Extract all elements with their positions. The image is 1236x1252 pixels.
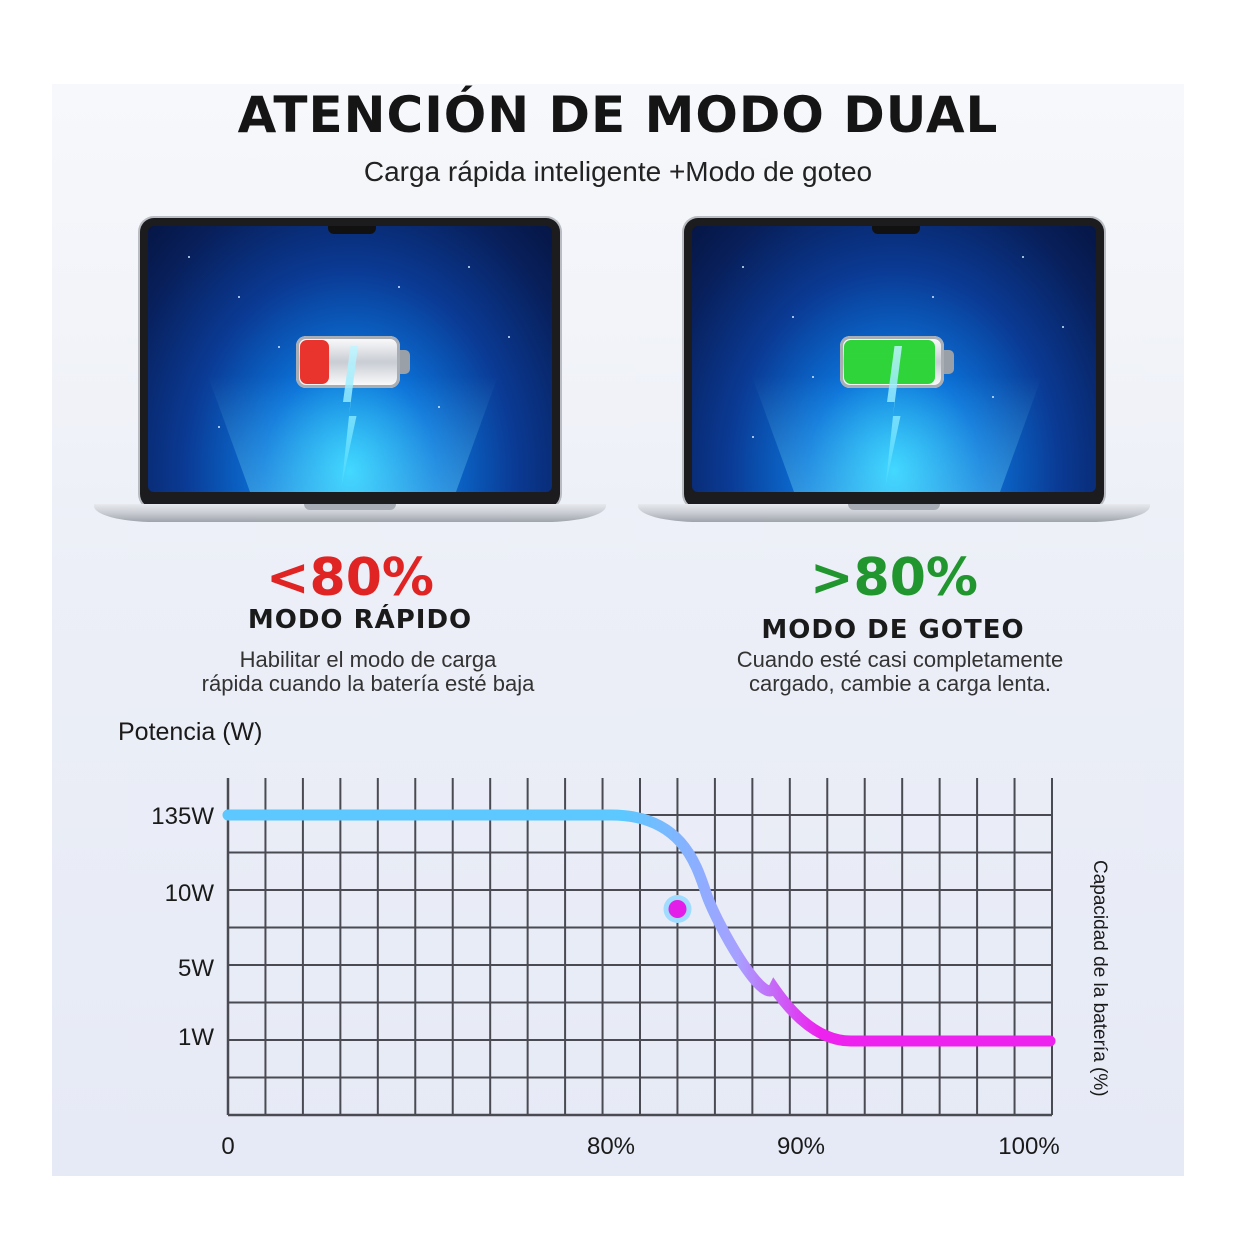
fast-mode-name: MODO RÁPIDO [247,605,473,635]
fast-mode-percent: <80% [265,548,435,608]
laptop-screen [148,226,552,492]
camera-notch [872,226,920,234]
y-tick-135w: 135W [151,803,214,830]
trickle-mode-percent: >80% [809,548,979,608]
light-beam [752,376,1042,492]
trickle-mode-description-line1: Cuando esté casi completamente [736,647,1064,672]
laptop-groove [848,504,940,510]
power-curve [222,809,1056,1047]
battery-fill [300,340,329,384]
y-axis-title: Potencia (W) [118,718,263,746]
y-tick-1w: 1W [178,1024,214,1051]
battery-tip [944,350,954,374]
laptop-screen [692,226,1096,492]
x-tick-0: 0 [221,1133,235,1160]
battery-fill [844,340,936,384]
laptop-base [638,504,1150,522]
y-tick-5w: 5W [178,955,214,982]
y-tick-10w: 10W [164,880,214,907]
laptop-groove [304,504,396,510]
trickle-mode-description-line2: cargado, cambie a carga lenta. [748,671,1052,696]
laptop-base [94,504,606,522]
highlight-point [668,900,687,918]
laptop-trickle-mode [638,218,1150,528]
light-beam [208,376,498,492]
trickle-mode-name: MODO DE GOTEO [761,615,1025,645]
battery-tip [400,350,410,374]
x-tick-80: 80% [586,1133,636,1160]
x-axis-title: Capacidad de la batería (%) [1089,860,1110,1097]
fast-mode-description-line2: rápida cuando la batería esté baja [201,671,535,696]
fast-mode-description-line1: Habilitar el modo de carga [239,647,497,672]
page-title: ATENCIÓN DE MODO DUAL [237,86,999,144]
page-subtitle: Carga rápida inteligente +Modo de goteo [363,156,873,187]
laptop-lid [140,218,560,508]
camera-notch [328,226,376,234]
x-tick-100: 100% [998,1133,1060,1160]
chart-grid [226,778,1053,1117]
x-tick-90: 90% [776,1133,826,1160]
laptop-lid [684,218,1104,508]
laptop-fast-mode [94,218,606,528]
